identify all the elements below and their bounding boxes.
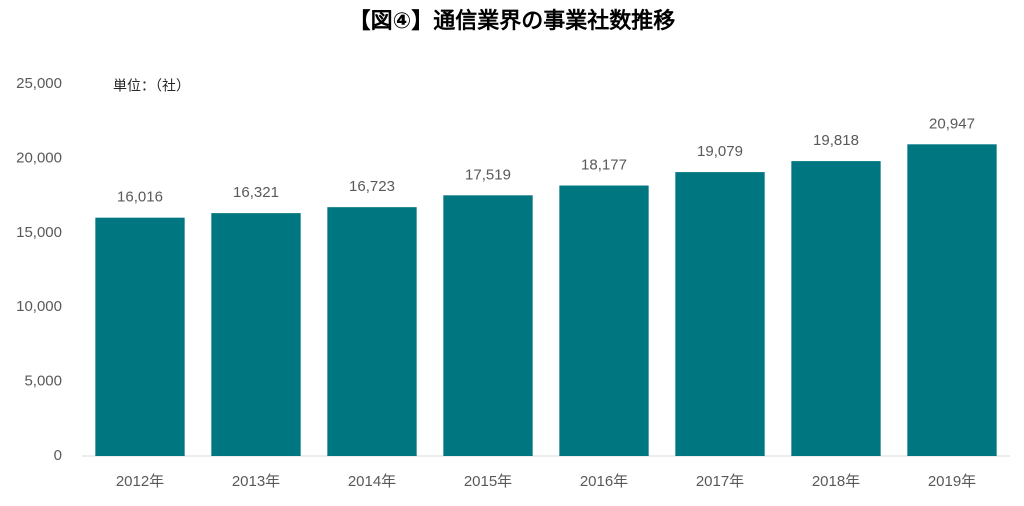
y-tick-label: 5,000	[24, 373, 62, 390]
bar	[559, 185, 649, 456]
bar	[327, 207, 417, 456]
x-tick-label: 2019年	[928, 473, 976, 490]
bar	[443, 195, 533, 457]
chart-title: 【図④】通信業界の事業社数推移	[349, 8, 676, 33]
data-label: 16,723	[349, 178, 395, 195]
data-label: 18,177	[581, 156, 627, 173]
y-tick-label: 25,000	[16, 75, 62, 92]
data-label: 19,818	[813, 132, 859, 149]
data-label: 16,016	[117, 189, 163, 206]
data-label: 20,947	[929, 115, 975, 132]
y-tick-label: 0	[54, 447, 62, 464]
bar	[907, 144, 997, 456]
x-tick-label: 2012年	[116, 473, 164, 490]
x-tick-label: 2017年	[696, 473, 744, 490]
x-tick-label: 2014年	[348, 473, 396, 490]
x-tick-label: 2018年	[812, 473, 860, 490]
x-tick-label: 2015年	[464, 473, 512, 490]
y-tick-label: 15,000	[16, 224, 62, 241]
bar	[95, 217, 185, 456]
y-tick-label: 20,000	[16, 149, 62, 166]
y-tick-label: 10,000	[16, 298, 62, 315]
bar	[675, 172, 765, 456]
x-tick-label: 2013年	[232, 473, 280, 490]
unit-annotation: 単位：（社）	[113, 78, 190, 94]
bar	[211, 213, 301, 456]
x-tick-label: 2016年	[580, 473, 628, 490]
data-label: 16,321	[233, 184, 279, 201]
data-label: 17,519	[465, 166, 511, 183]
bar	[791, 161, 881, 456]
data-label: 19,079	[697, 143, 743, 160]
